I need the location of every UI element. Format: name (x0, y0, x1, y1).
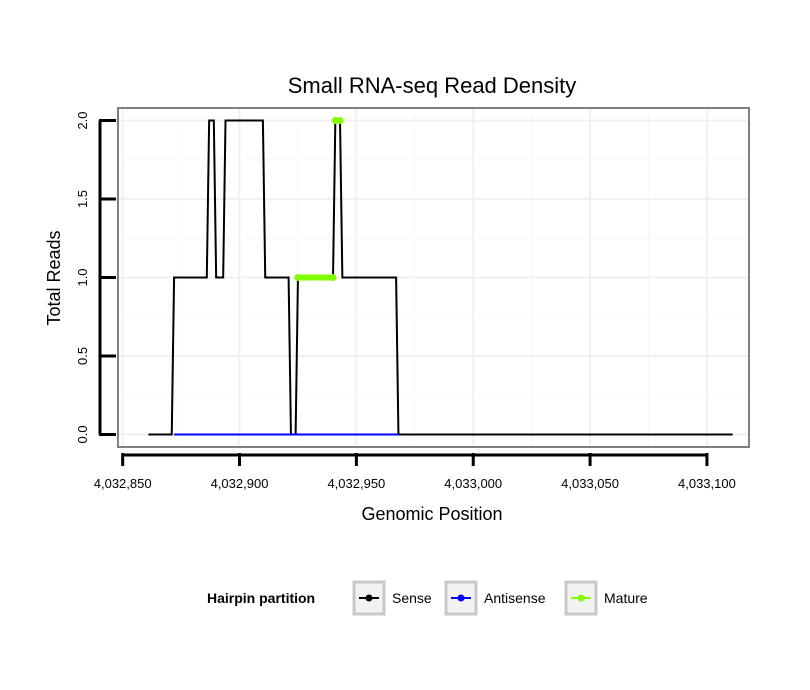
y-tick-label: 0.5 (75, 347, 90, 365)
x-axis: 4,032,850 4,032,900 4,032,950 4,033,000 4,03… (94, 453, 736, 491)
x-tick-label: 4,033,050 (561, 476, 619, 491)
legend: Hairpin partition Sense Antisense Mature (207, 580, 648, 616)
y-tick-label: 2.0 (75, 112, 90, 130)
legend-label: Mature (604, 590, 648, 606)
legend-label: Sense (392, 590, 432, 606)
chart-title: Small RNA-seq Read Density (288, 73, 577, 98)
legend-item-antisense: Antisense (444, 580, 546, 616)
legend-key-point (457, 594, 465, 602)
x-tick-label: 4,032,850 (94, 476, 152, 491)
mature-series-point (329, 274, 337, 281)
x-tick-label: 4,033,100 (678, 476, 736, 491)
y-tick-label: 1.0 (75, 268, 90, 286)
plot-border (117, 107, 750, 448)
plot-panel (117, 107, 750, 448)
x-tick-label: 4,032,950 (327, 476, 385, 491)
legend-label: Antisense (484, 590, 546, 606)
legend-item-mature: Mature (564, 580, 648, 616)
series-lines (148, 117, 733, 436)
x-tick-label: 4,032,900 (211, 476, 269, 491)
y-tick-label: 1.5 (75, 190, 90, 208)
grid-lines (118, 108, 749, 447)
sense-series-line (148, 119, 733, 436)
legend-title: Hairpin partition (207, 590, 315, 606)
legend-item-sense: Sense (352, 580, 432, 616)
x-tick-label: 4,033,000 (444, 476, 502, 491)
y-axis: 0.0 0.5 1.0 1.5 2.0 (75, 112, 116, 443)
x-axis-label: Genomic Position (361, 504, 502, 524)
legend-key-point (365, 594, 373, 602)
y-axis-label: Total Reads (44, 230, 64, 325)
y-tick-label: 0.0 (75, 425, 90, 443)
mature-series-point (294, 274, 302, 281)
legend-key-point (577, 594, 585, 602)
mature-series-point (336, 117, 344, 125)
